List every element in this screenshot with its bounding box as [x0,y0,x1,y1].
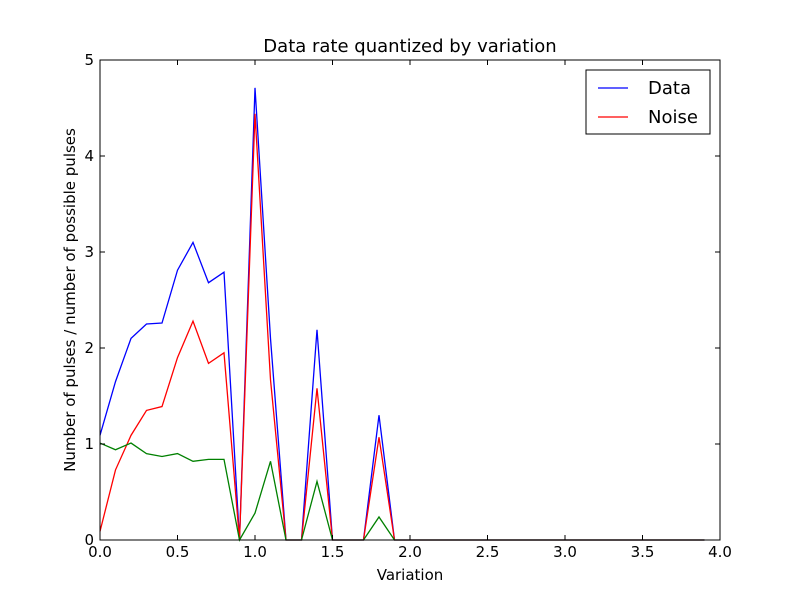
x-tick-label: 2.5 [476,543,500,561]
legend-label-data: Data [648,78,691,99]
x-tick-label: 1.0 [243,543,267,561]
y-tick-label: 1 [84,435,94,453]
x-tick-label: 0.5 [166,543,190,561]
x-tick-label: 3.0 [553,543,577,561]
y-axis-title: Number of pulses / number of possible pu… [61,128,79,472]
x-tick-label: 2.0 [398,543,422,561]
y-tick-label: 3 [84,243,94,261]
y-tick-label: 4 [84,147,94,165]
x-tick-label: 0.0 [88,543,112,561]
chart-title: Data rate quantized by variation [263,36,556,57]
y-tick-label: 0 [84,531,94,549]
y-tick-label: 2 [84,339,94,357]
legend: Data Noise [585,69,711,135]
x-tick-label: 1.5 [321,543,345,561]
legend-label-noise: Noise [648,107,698,128]
x-tick-label: 4.0 [708,543,732,561]
x-axis-title: Variation [377,566,444,584]
y-tick-label: 5 [84,51,94,69]
legend-box [585,69,711,135]
axes-layer: 0.0 0.5 1.0 1.5 2.0 2.5 3.0 3.5 4.0 0 1 2 3 4 5 [84,51,731,561]
x-tick-label: 3.5 [631,543,655,561]
